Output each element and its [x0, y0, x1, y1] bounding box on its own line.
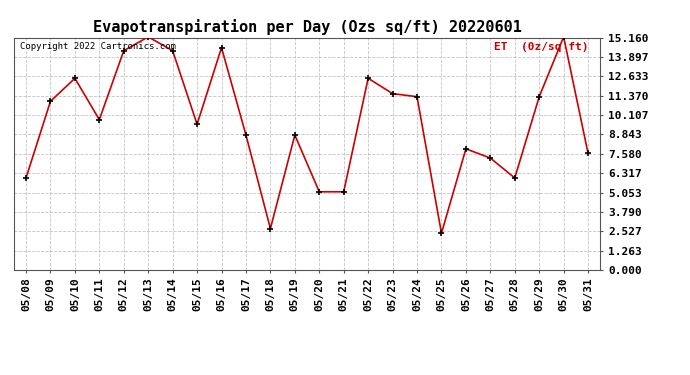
Title: Evapotranspiration per Day (Ozs sq/ft) 20220601: Evapotranspiration per Day (Ozs sq/ft) 2…	[92, 19, 522, 35]
Text: Copyright 2022 Cartronics.com: Copyright 2022 Cartronics.com	[19, 42, 175, 51]
Text: ET  (0z/sq ft): ET (0z/sq ft)	[494, 42, 589, 52]
